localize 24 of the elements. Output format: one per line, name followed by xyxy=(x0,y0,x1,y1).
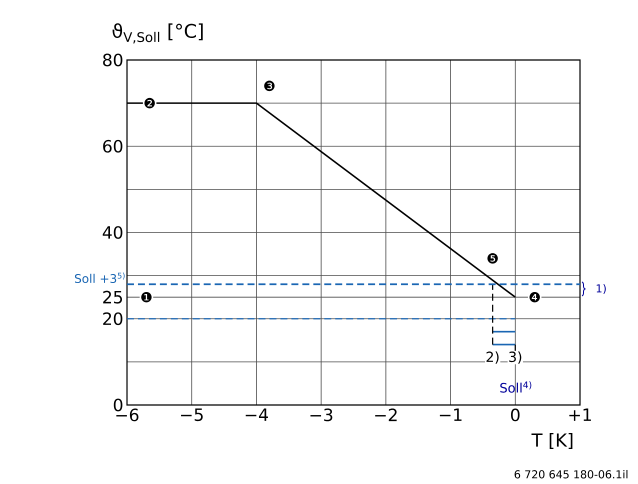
x-tick-label: −5 xyxy=(181,408,203,422)
annotation: ❺ xyxy=(487,253,498,264)
x-tick-label: 0 xyxy=(511,408,520,422)
y-tick-label: 20 xyxy=(103,312,122,326)
y-tick-label: 60 xyxy=(103,140,122,153)
text: 1) xyxy=(596,284,606,294)
y-tick-label: 40 xyxy=(102,226,122,239)
x-tick-label: −1 xyxy=(440,408,462,421)
x-tick-label: +1 xyxy=(569,408,591,421)
annotation: ❷ xyxy=(144,98,155,108)
y-tick-label: 80 xyxy=(103,54,122,66)
x-tick-label: −3 xyxy=(310,408,332,422)
annotation: ❶ xyxy=(141,292,152,302)
y-axis-title: ϑ$_{V,Soll}$ [°C] xyxy=(112,23,203,44)
y-tick-label: 25 xyxy=(103,290,122,304)
annotation: 3) xyxy=(509,351,522,364)
text: 6 720 645 180-06.1il xyxy=(514,470,628,478)
annotation: ❸ xyxy=(264,80,275,92)
annotation: ❹ xyxy=(529,292,540,302)
ref-line-label: Soll +3$^{5)}$ xyxy=(74,272,125,284)
x-axis-title: T [K] xyxy=(531,432,572,449)
annotation: 2) xyxy=(486,351,499,364)
x-tick-label: −4 xyxy=(246,408,268,421)
x-tick-label: −2 xyxy=(375,408,397,422)
